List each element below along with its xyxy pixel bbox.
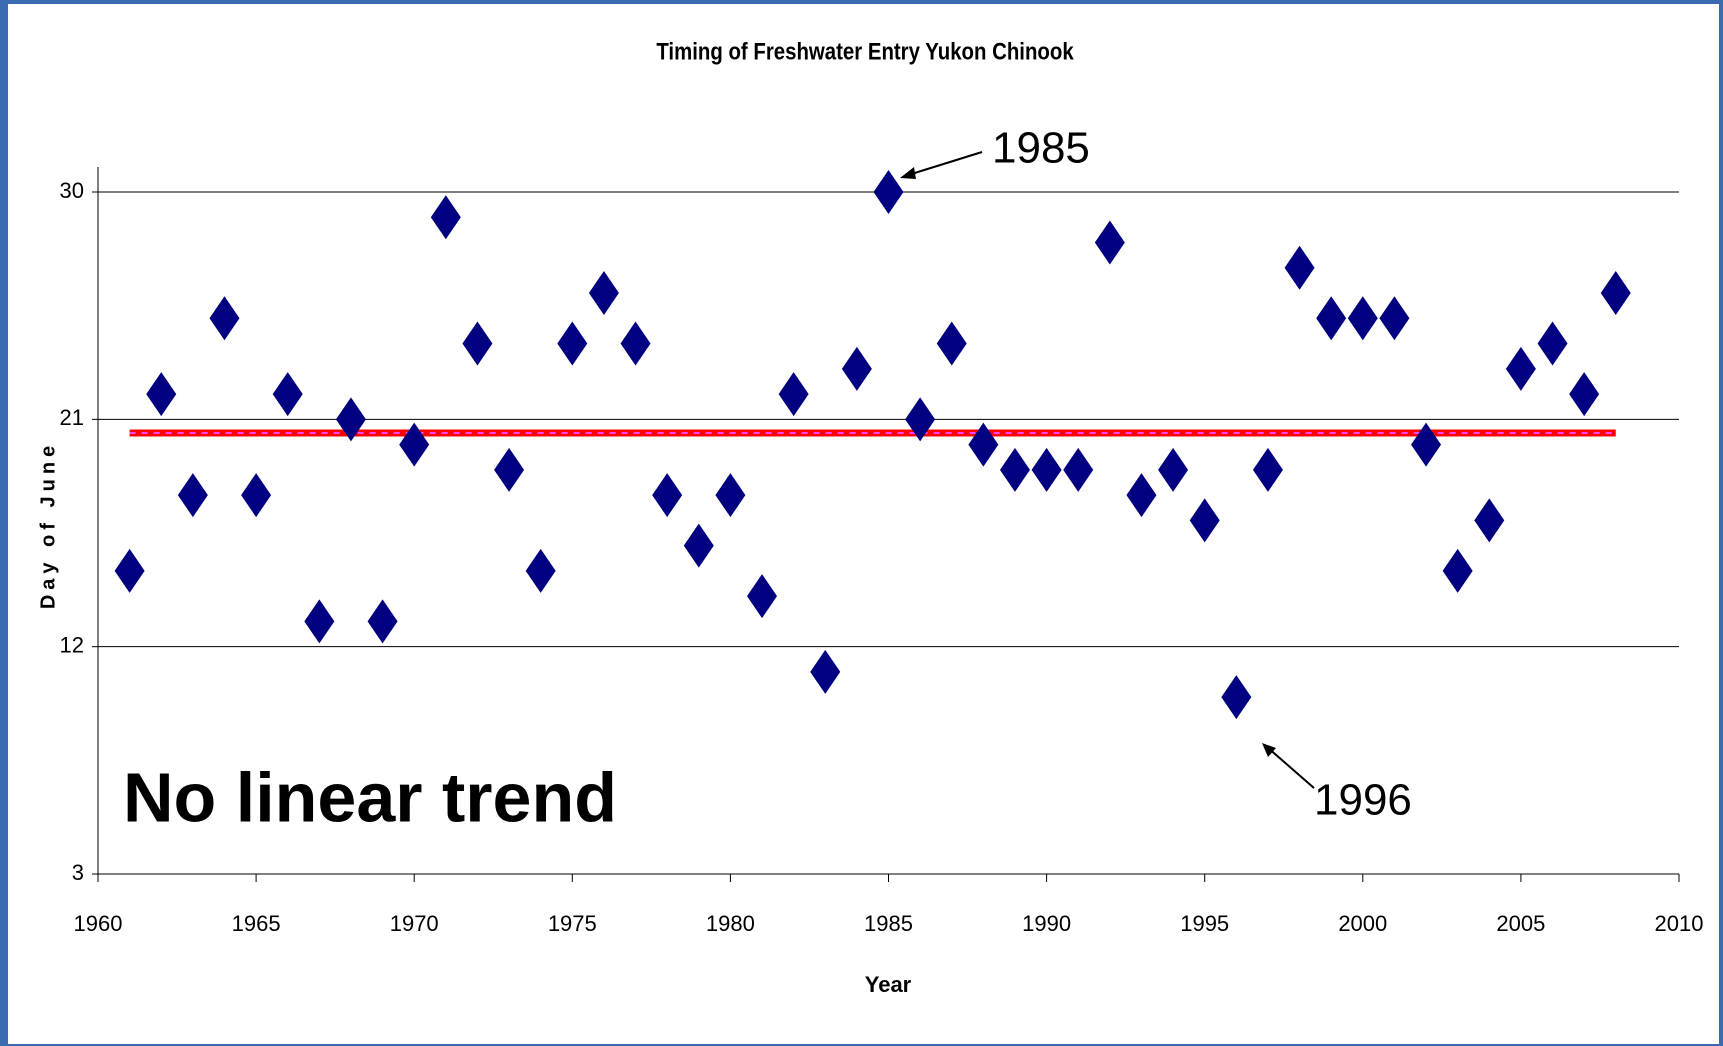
- data-point: [873, 170, 904, 214]
- x-tick-label: 1985: [864, 911, 913, 936]
- x-tick-label: 1965: [232, 911, 281, 936]
- data-point: [1094, 220, 1125, 265]
- data-point: [1600, 271, 1631, 316]
- x-tick-label: 2005: [1496, 911, 1545, 936]
- data-point: [1284, 245, 1315, 290]
- y-tick-label: 3: [72, 860, 84, 885]
- data-point: [1347, 296, 1378, 341]
- x-tick-label: 1990: [1022, 911, 1071, 936]
- data-point: [683, 523, 714, 568]
- x-tick-label: 1980: [706, 911, 755, 936]
- data-point: [810, 649, 841, 694]
- annotation: 1985: [992, 124, 1090, 173]
- data-point: [1474, 498, 1505, 543]
- annotation: 1996: [1314, 776, 1412, 825]
- data-point: [936, 321, 967, 366]
- y-tick-label: 12: [60, 632, 84, 657]
- data-point: [114, 548, 145, 593]
- data-point: [272, 372, 303, 417]
- data-point: [462, 321, 493, 366]
- x-tick-label: 1975: [548, 911, 597, 936]
- x-tick-label: 1960: [74, 911, 123, 936]
- data-point: [1442, 548, 1473, 593]
- data-point: [177, 473, 208, 518]
- data-point: [1158, 447, 1189, 492]
- data-point: [999, 447, 1030, 492]
- y-tick-label: 30: [60, 178, 84, 203]
- x-tick-label: 2010: [1655, 911, 1704, 936]
- data-point: [304, 599, 335, 644]
- data-point: [1505, 346, 1536, 391]
- data-point: [588, 271, 619, 316]
- x-axis-label: Year: [865, 972, 912, 997]
- data-point: [841, 346, 872, 391]
- data-point: [1379, 296, 1410, 341]
- data-point: [1126, 473, 1157, 518]
- data-point: [1569, 372, 1600, 417]
- data-point: [778, 372, 809, 417]
- x-tick-label: 1970: [390, 911, 439, 936]
- data-point: [1063, 447, 1094, 492]
- data-point: [557, 321, 588, 366]
- data-point: [146, 372, 177, 417]
- data-point: [241, 473, 272, 518]
- data-point: [715, 473, 746, 518]
- arrow: [904, 151, 983, 177]
- data-point: [209, 296, 240, 341]
- y-axis-label: Day of June: [37, 441, 59, 609]
- data-point: [1031, 447, 1062, 492]
- data-point: [1411, 422, 1442, 467]
- data-point: [1189, 498, 1220, 543]
- data-point: [968, 422, 999, 467]
- data-point: [494, 447, 525, 492]
- data-point: [747, 574, 778, 619]
- data-point: [1252, 447, 1283, 492]
- data-point: [905, 397, 936, 442]
- data-point: [399, 422, 430, 467]
- data-point: [1221, 675, 1252, 720]
- y-tick-label: 21: [60, 405, 84, 430]
- slide-background: [8, 4, 1719, 1044]
- data-point: [430, 195, 461, 240]
- data-point: [335, 397, 366, 442]
- x-tick-label: 2000: [1338, 911, 1387, 936]
- data-point: [1537, 321, 1568, 366]
- annotation: No linear trend: [123, 758, 617, 836]
- arrow: [1266, 746, 1315, 789]
- data-point: [1316, 296, 1347, 341]
- x-tick-label: 1995: [1180, 911, 1229, 936]
- data-point: [620, 321, 651, 366]
- data-point: [525, 548, 556, 593]
- arrow-head: [1262, 743, 1276, 757]
- data-point: [367, 599, 398, 644]
- arrow-head: [900, 167, 916, 179]
- chart-title: Timing of Freshwater Entry Yukon Chinook: [656, 38, 1074, 65]
- data-point: [652, 473, 683, 518]
